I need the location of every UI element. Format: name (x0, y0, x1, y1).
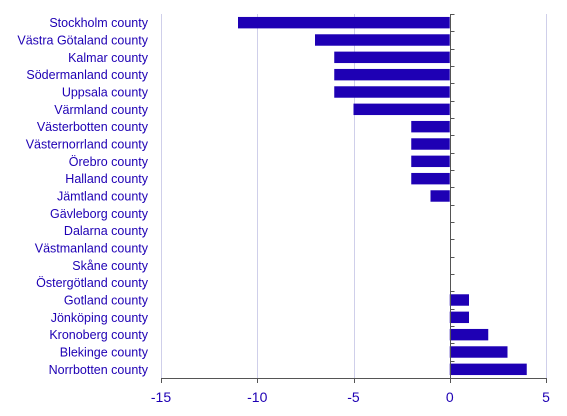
x-tick-label-1: -10 (247, 389, 267, 405)
category-label-9: Halland county (65, 172, 148, 186)
bar-5 (353, 103, 450, 116)
bar-17 (449, 311, 469, 324)
category-label-16: Gotland county (64, 294, 149, 308)
bar-0 (238, 16, 450, 29)
bar-9 (411, 172, 450, 185)
category-label-18: Kronoberg county (49, 328, 148, 342)
x-tick-label-4: 5 (542, 389, 550, 405)
bar-7 (411, 138, 450, 150)
bar-6 (411, 120, 450, 133)
x-tick-labels: -15 -10 -5 0 5 (151, 389, 550, 405)
bars (238, 16, 527, 376)
bar-1 (315, 34, 450, 46)
category-label-4: Uppsala county (62, 86, 149, 100)
axes (161, 14, 547, 383)
category-label-11: Gävleborg county (50, 207, 149, 221)
category-label-13: Västmanland county (35, 242, 149, 256)
category-label-19: Blekinge county (60, 346, 149, 360)
bar-3 (334, 68, 450, 81)
bar-10 (430, 190, 450, 202)
category-label-17: Jönköping county (51, 311, 149, 325)
category-label-7: Västernorrland county (26, 138, 149, 152)
category-labels: Stockholm county Västra Götaland county Ka… (17, 16, 148, 377)
bar-2 (334, 51, 450, 64)
category-label-0: Stockholm county (49, 16, 148, 30)
bar-20 (449, 363, 527, 376)
category-label-1: Västra Götaland county (17, 34, 148, 48)
category-label-10: Jämtland county (57, 190, 149, 204)
category-label-6: Västerbotten county (37, 120, 149, 134)
category-label-5: Värmland county (54, 103, 149, 117)
category-label-20: Norrbotten county (49, 363, 149, 377)
x-tick-label-3: 0 (446, 389, 454, 405)
bar-4 (334, 86, 450, 98)
bar-18 (449, 328, 489, 341)
category-label-12: Dalarna county (64, 224, 149, 238)
x-tick-label-2: -5 (347, 389, 360, 405)
bar-16 (449, 294, 469, 306)
category-label-14: Skåne county (72, 259, 148, 273)
category-label-8: Örebro county (69, 155, 149, 169)
category-label-15: Östergötland county (36, 276, 149, 290)
category-label-3: Södermanland county (26, 68, 148, 82)
x-tick-label-0: -15 (151, 389, 171, 405)
bar-19 (449, 346, 508, 358)
bar-8 (411, 155, 450, 168)
category-label-2: Kalmar county (68, 51, 149, 65)
